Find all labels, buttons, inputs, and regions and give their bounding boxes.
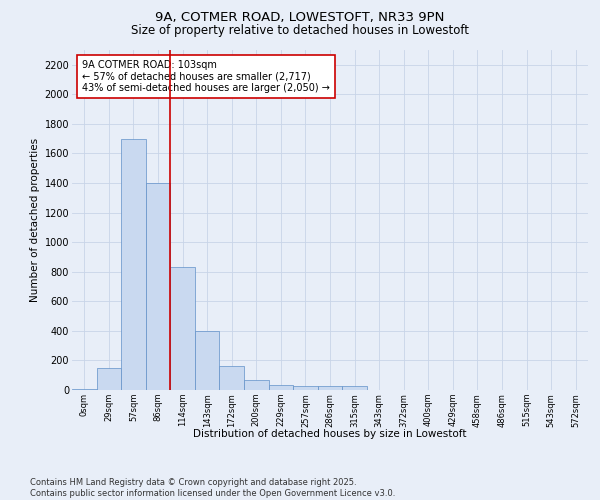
Bar [220, 366, 244, 390]
Bar [293, 386, 318, 390]
Text: Contains HM Land Registry data © Crown copyright and database right 2025.
Contai: Contains HM Land Registry data © Crown c… [30, 478, 395, 498]
Bar [170, 266, 195, 390]
Y-axis label: Number of detached properties: Number of detached properties [31, 138, 40, 302]
Bar [269, 384, 293, 390]
Bar [342, 386, 367, 390]
Bar [72, 388, 97, 390]
Bar [146, 183, 170, 390]
X-axis label: Distribution of detached houses by size in Lowestoft: Distribution of detached houses by size … [193, 430, 467, 440]
Bar [195, 331, 220, 390]
Bar [244, 380, 269, 390]
Bar [121, 138, 146, 390]
Text: 9A COTMER ROAD: 103sqm
← 57% of detached houses are smaller (2,717)
43% of semi-: 9A COTMER ROAD: 103sqm ← 57% of detached… [82, 60, 330, 94]
Bar [318, 386, 342, 390]
Text: 9A, COTMER ROAD, LOWESTOFT, NR33 9PN: 9A, COTMER ROAD, LOWESTOFT, NR33 9PN [155, 11, 445, 24]
Bar [97, 368, 121, 390]
Text: Size of property relative to detached houses in Lowestoft: Size of property relative to detached ho… [131, 24, 469, 37]
